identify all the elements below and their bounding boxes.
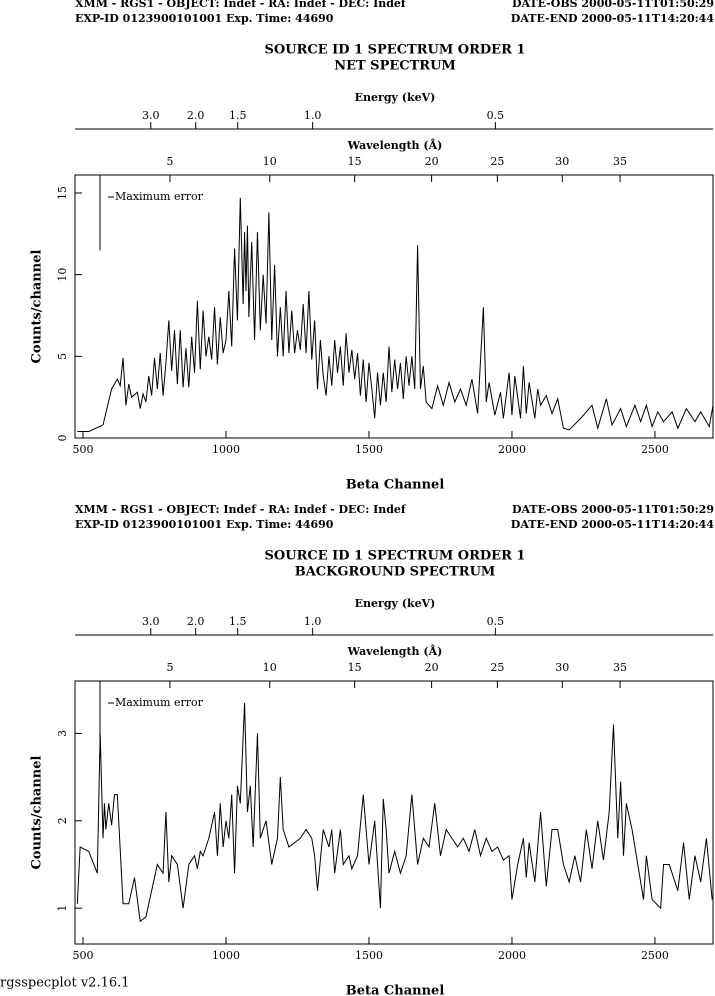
x-tick-label: 1500 [355, 443, 383, 456]
energy-tick-label: 3.0 [142, 109, 160, 122]
wavelength-axis-label: Wavelength (Å) [347, 644, 443, 658]
header-right: DATE-OBS 2000-05-11T01:50:29 [512, 503, 714, 516]
wavelength-tick-label: 25 [490, 155, 504, 168]
x-tick-label: 500 [73, 443, 94, 456]
x-tick-label: 2500 [641, 443, 669, 456]
spectrum-line [76, 702, 713, 923]
x-tick-label: 2000 [498, 443, 526, 456]
header-right: DATE-END 2000-05-11T14:20:44 [511, 12, 715, 25]
header-left: XMM - RGS1 - OBJECT: Indef - RA: Indef -… [75, 503, 407, 516]
plot-frame [74, 680, 714, 945]
wavelength-tick-label: 20 [425, 661, 439, 674]
chart-subtitle: BACKGROUND SPECTRUM [295, 565, 496, 580]
energy-tick-label: 2.0 [187, 615, 205, 628]
y-tick-label: 5 [56, 353, 69, 360]
max-error-label: Maximum error [115, 696, 204, 709]
wavelength-tick-label: 5 [166, 661, 173, 674]
energy-axis-label: Energy (keV) [355, 91, 436, 104]
x-tick-label: 1000 [212, 949, 240, 962]
y-tick-label: 10 [56, 268, 69, 282]
y-tick-label: 0 [56, 435, 69, 442]
y-tick-label: 3 [56, 730, 69, 737]
wavelength-tick-label: 15 [348, 155, 362, 168]
y-tick-label: 2 [56, 817, 69, 824]
spectrum-line [77, 197, 713, 432]
wavelength-tick-label: 20 [425, 155, 439, 168]
energy-tick-label: 3.0 [142, 615, 160, 628]
chart-title: SOURCE ID 1 SPECTRUM ORDER 1 [265, 549, 526, 564]
wavelength-tick-label: 10 [263, 661, 277, 674]
wavelength-tick-label: 30 [555, 661, 569, 674]
energy-tick-label: 2.0 [187, 109, 205, 122]
wavelength-tick-label: 5 [166, 155, 173, 168]
wavelength-tick-label: 35 [613, 661, 627, 674]
plot-frame [74, 174, 714, 439]
energy-tick-label: 1.5 [229, 109, 247, 122]
wavelength-tick-label: 15 [348, 661, 362, 674]
header-right: DATE-END 2000-05-11T14:20:44 [511, 518, 715, 531]
chart-title: SOURCE ID 1 SPECTRUM ORDER 1 [265, 43, 526, 58]
header-left: XMM - RGS1 - OBJECT: Indef - RA: Indef -… [75, 0, 407, 10]
footer: rgsspecplot v2.16.1 [0, 976, 130, 991]
x-tick-label: 2500 [641, 949, 669, 962]
wavelength-tick-label: 35 [613, 155, 627, 168]
y-tick-label: 1 [56, 905, 69, 912]
wavelength-tick-label: 25 [490, 661, 504, 674]
x-tick-label: 1500 [355, 949, 383, 962]
energy-tick-label: 0.5 [487, 109, 505, 122]
energy-tick-label: 1.5 [229, 615, 247, 628]
x-axis-label: Beta Channel [346, 478, 445, 493]
x-tick-label: 1000 [212, 443, 240, 456]
wavelength-tick-label: 30 [555, 155, 569, 168]
y-axis-label: Counts/channel [30, 249, 45, 363]
energy-axis-label: Energy (keV) [355, 597, 436, 610]
header-right: DATE-OBS 2000-05-11T01:50:29 [512, 0, 714, 10]
chart-subtitle: NET SPECTRUM [334, 59, 456, 74]
y-axis-label: Counts/channel [30, 755, 45, 869]
energy-tick-label: 1.0 [304, 109, 322, 122]
y-tick-label: 15 [56, 186, 69, 200]
x-tick-label: 500 [73, 949, 94, 962]
energy-tick-label: 0.5 [487, 615, 505, 628]
header-left: EXP-ID 0123900101001 Exp. Time: 44690 [75, 518, 334, 531]
x-tick-label: 2000 [498, 949, 526, 962]
wavelength-axis-label: Wavelength (Å) [347, 138, 443, 152]
energy-tick-label: 1.0 [304, 615, 322, 628]
max-error-label: Maximum error [115, 190, 204, 203]
header-left: EXP-ID 0123900101001 Exp. Time: 44690 [75, 12, 334, 25]
wavelength-tick-label: 10 [263, 155, 277, 168]
x-axis-label: Beta Channel [346, 984, 445, 996]
